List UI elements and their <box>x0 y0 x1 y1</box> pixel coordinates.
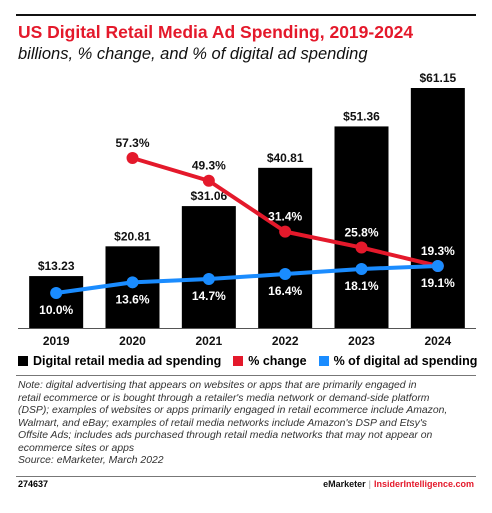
bar-value-label: $40.81 <box>267 151 304 165</box>
change-value-label: 25.8% <box>344 226 378 240</box>
x-tick-label: 2022 <box>272 334 299 348</box>
legend-swatch-spending <box>18 356 28 366</box>
legend-swatch-change <box>233 356 244 366</box>
bar-2021 <box>181 206 236 328</box>
chart-subtitle: billions, % change, and % of digital ad … <box>18 45 368 63</box>
chart-id: 274637 <box>18 479 49 489</box>
bar-value-label: $31.06 <box>190 189 227 203</box>
brand-site: InsiderIntelligence.com <box>373 479 474 489</box>
legend-swatch-share <box>318 356 329 366</box>
legend-item-share: % of digital ad spending <box>318 354 478 368</box>
x-tick-label: 2023 <box>348 334 375 348</box>
note-line: Offsite Ads; includes ads purchased thro… <box>18 430 433 441</box>
bar-value-label: $51.36 <box>343 109 380 123</box>
share-point <box>126 276 139 289</box>
note-line: Walmart, and eBay; examples of retail me… <box>18 417 427 429</box>
change-point <box>279 225 292 238</box>
share-value-label: 14.7% <box>192 289 226 303</box>
brand-separator: | <box>368 479 371 489</box>
bar-2024 <box>410 88 465 328</box>
change-value-label: 31.4% <box>268 210 302 224</box>
change-value-label: 19.3% <box>421 244 455 258</box>
bar-2023 <box>334 126 389 328</box>
share-point <box>202 273 215 286</box>
note-line: Note: digital advertising that appears o… <box>18 380 417 391</box>
top-rule <box>16 14 476 16</box>
note-divider <box>16 375 476 376</box>
chart-plot: $13.23 $20.81 $31.06 $40.81 $51.36 $61.15 2019… <box>18 71 476 348</box>
share-value-label: 18.1% <box>344 279 378 293</box>
footer-brand: eMarketer | InsiderIntelligence.com <box>323 479 474 489</box>
change-point <box>202 174 215 187</box>
legend-label-change: % change <box>248 354 307 368</box>
share-series-line <box>55 264 438 295</box>
share-point <box>431 260 444 272</box>
change-value-label: 49.3% <box>192 159 226 173</box>
chart-note: Note: digital advertising that appears o… <box>18 380 476 468</box>
note-line: ecommerce sites or apps <box>18 442 135 454</box>
x-tick-label: 2024 <box>424 334 451 348</box>
legend-label-spending: Digital retail media ad spending <box>33 354 222 368</box>
chart-title: US Digital Retail Media Ad Spending, 201… <box>18 22 414 42</box>
legend: Digital retail media ad spending % chang… <box>18 354 478 368</box>
brand-emarketer: eMarketer <box>323 479 366 489</box>
x-tick-label: 2021 <box>195 334 222 348</box>
note-line: retail ecommerce or is bought through a … <box>18 392 430 404</box>
change-value-label: 57.3% <box>115 136 149 150</box>
source-line: Source: eMarketer, March 2022 <box>18 455 164 466</box>
legend-item-spending: Digital retail media ad spending <box>18 354 221 368</box>
bar-2022 <box>258 167 313 328</box>
note-line: (DSP); examples of websites or apps prim… <box>18 405 448 416</box>
share-value-label: 16.4% <box>268 284 302 298</box>
footer-divider <box>16 476 476 477</box>
change-point <box>355 241 368 254</box>
bar-2019 <box>29 276 84 328</box>
share-value-label: 13.6% <box>115 292 149 306</box>
share-value-label: 10.0% <box>39 303 73 317</box>
share-point <box>279 268 292 281</box>
bar-value-label: $13.23 <box>38 259 75 273</box>
share-point <box>50 287 63 299</box>
bar-value-label: $61.15 <box>419 71 456 85</box>
change-point <box>126 152 139 164</box>
share-point <box>355 262 368 275</box>
x-tick-label: 2020 <box>119 334 146 348</box>
share-value-label: 19.1% <box>421 276 455 290</box>
legend-item-change: % change <box>233 354 307 368</box>
legend-label-share: % of digital ad spending <box>333 354 478 368</box>
x-tick-label: 2019 <box>43 334 70 348</box>
bar-value-label: $20.81 <box>114 229 151 243</box>
